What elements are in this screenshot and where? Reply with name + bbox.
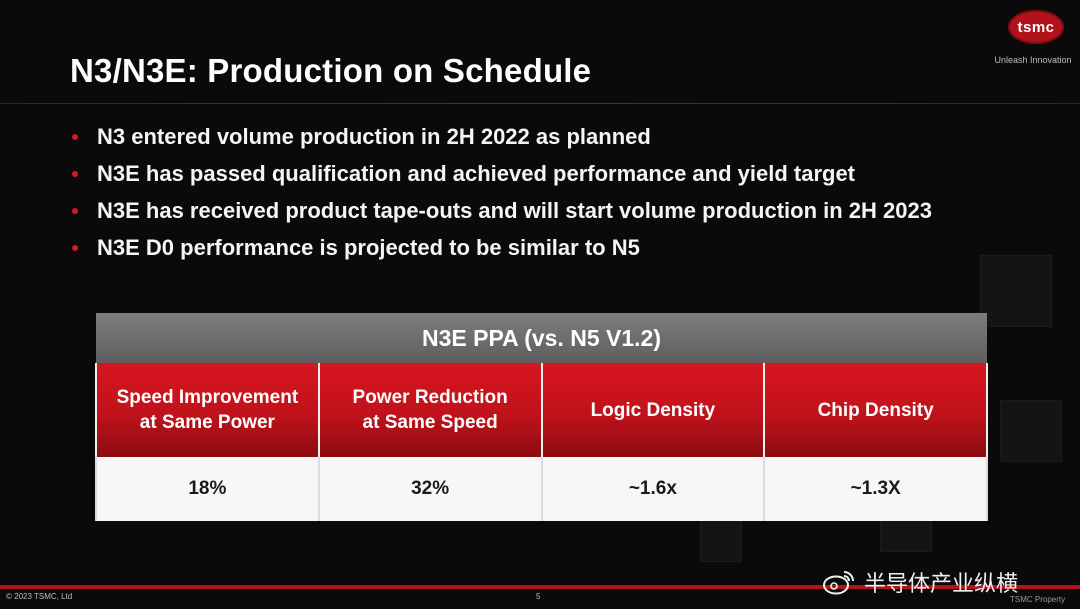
bullet-text: N3E has passed qualification and achieve… <box>97 160 856 186</box>
bullet-item: N3 entered volume production in 2H 2022 … <box>72 118 932 155</box>
logo-tagline: Unleash Innovation <box>994 55 1072 65</box>
bullet-item: N3E D0 performance is projected to be si… <box>72 229 932 266</box>
title-divider <box>0 103 1080 104</box>
bullet-item: N3E has received product tape-outs and w… <box>72 192 932 229</box>
background-square <box>1000 400 1062 462</box>
background-square <box>980 255 1052 327</box>
background-square <box>700 520 742 562</box>
ppa-value-cell: 18% <box>95 457 320 521</box>
ppa-value-cell: ~1.6x <box>540 457 766 521</box>
ppa-table: N3E PPA (vs. N5 V1.2) Speed Improvement … <box>95 313 988 521</box>
bullet-dot-icon <box>72 244 78 251</box>
footer-copyright: © 2023 TSMC, Ltd <box>6 592 73 601</box>
logo-text: tsmc <box>1017 18 1055 36</box>
weibo-icon <box>822 569 856 595</box>
ppa-column-header-line: at Same Speed <box>362 412 498 433</box>
bullet-dot-icon <box>72 133 78 140</box>
ppa-column-header-line: Speed Improvement <box>116 387 299 408</box>
bullet-list: N3 entered volume production in 2H 2022 … <box>72 118 932 266</box>
bullet-item: N3E has passed qualification and achieve… <box>72 155 932 192</box>
footer-property: TSMC Property <box>1010 595 1066 604</box>
footer-page-number: 5 <box>536 592 541 601</box>
ppa-column-header-line: Chip Density <box>817 399 934 421</box>
bullet-text: N3E has received product tape-outs and w… <box>97 197 932 223</box>
ppa-column-header-line: Power Reduction <box>352 387 508 408</box>
bullet-text: N3 entered volume production in 2H 2022 … <box>97 123 651 149</box>
bullet-dot-icon <box>72 207 78 214</box>
bullet-text: N3E D0 performance is projected to be si… <box>97 234 640 260</box>
ppa-value-cell: 32% <box>317 457 543 521</box>
ppa-column-header-line: Logic Density <box>590 399 716 421</box>
ppa-column-header: Speed Improvement at Same Power <box>95 363 320 457</box>
ppa-column-header-line: at Same Power <box>139 412 275 433</box>
footer-bar <box>0 585 1080 589</box>
bullet-dot-icon <box>72 170 78 177</box>
ppa-column-header: Power Reduction at Same Speed <box>317 363 543 457</box>
ppa-column-header: Chip Density <box>763 363 988 457</box>
ppa-column-header: Logic Density <box>540 363 766 457</box>
ppa-table-title: N3E PPA (vs. N5 V1.2) <box>96 313 987 363</box>
slide-title: N3/N3E: Production on Schedule <box>70 52 592 89</box>
watermark: 半导体产业纵横 <box>822 566 1018 598</box>
ppa-value-cell: ~1.3X <box>763 457 988 521</box>
watermark-text: 半导体产业纵横 <box>864 572 1019 597</box>
tsmc-logo: tsmc <box>1008 10 1064 44</box>
